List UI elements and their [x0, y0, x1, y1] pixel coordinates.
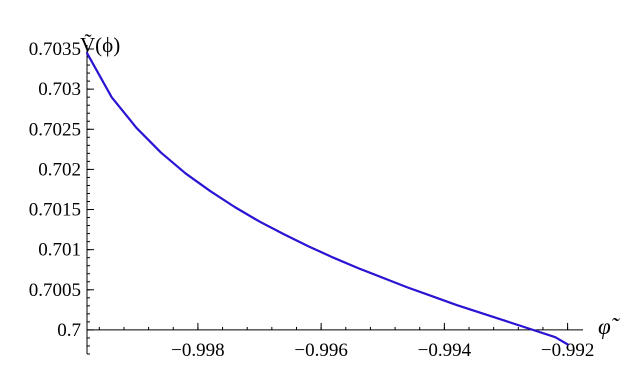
y-tick-label: 0.703 [38, 79, 81, 100]
ticks-layer [87, 48, 569, 355]
y-tick-label: 0.702 [38, 159, 81, 180]
x-axis-label: φ̃ [598, 314, 621, 339]
x-tick-label: −0.994 [418, 340, 472, 361]
x-tick-label: −0.992 [541, 340, 594, 361]
x-tick-label: −0.996 [294, 340, 347, 361]
y-tick-label: 0.7015 [29, 200, 81, 221]
y-tick-label: 0.7035 [29, 39, 81, 60]
y-tick-label: 0.7 [57, 320, 81, 341]
x-tick-label: −0.998 [171, 340, 224, 361]
y-axis-label: Ṽ(ϕ) [80, 33, 120, 57]
y-tick-label: 0.701 [38, 240, 81, 261]
series-line [85, 51, 569, 346]
tick-labels-layer: −0.998 −0.996 −0.994 −0.992 0.7 0.7005 0.701 0.… [29, 39, 595, 361]
y-tick-label: 0.7005 [29, 280, 81, 301]
series-layer [85, 51, 569, 346]
y-tick-label: 0.7025 [29, 119, 81, 140]
